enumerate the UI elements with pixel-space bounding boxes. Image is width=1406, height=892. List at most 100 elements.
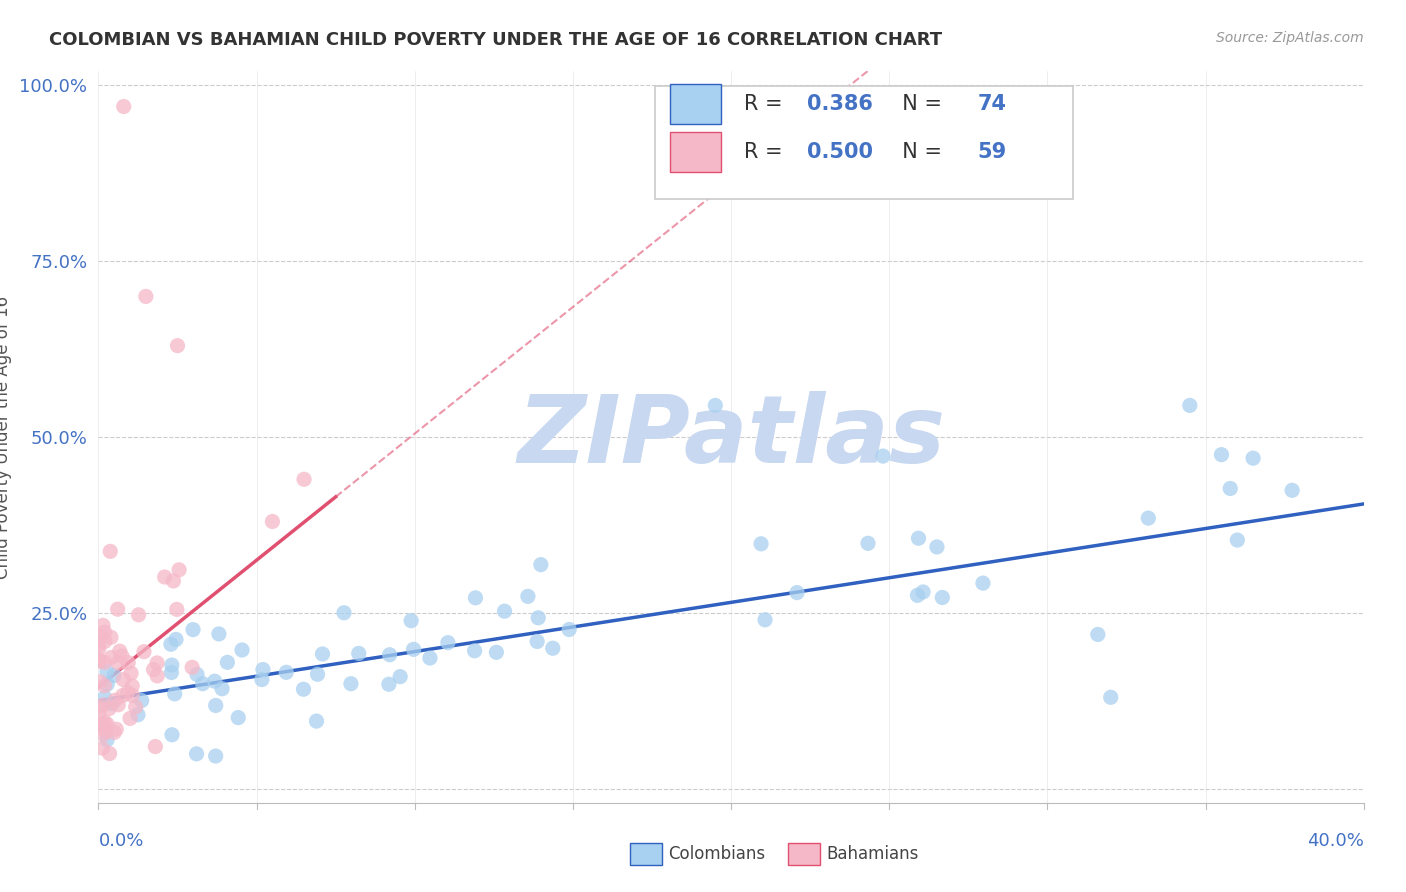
Point [124,699,146,714]
Point [191,676,214,690]
Point [1178,399,1201,413]
Text: R =: R = [744,142,789,162]
Point [292,472,315,486]
Point [217,656,239,670]
Point [93,679,115,693]
Point [98,702,121,716]
Point [87,655,110,669]
Point [120,666,142,681]
Point [111,648,134,663]
Point [494,604,516,618]
Point [89,630,111,644]
Point [181,660,204,674]
Point [128,607,150,622]
Point [186,667,208,681]
Point [181,623,204,637]
Point [1241,451,1264,466]
Point [153,570,176,584]
Point [541,641,564,656]
Point [108,644,131,658]
Point [749,537,772,551]
Point [856,536,879,550]
Point [100,630,122,644]
Point [91,618,114,632]
Point [104,693,127,707]
Point [166,602,188,616]
Point [292,682,315,697]
Text: N =: N = [889,142,949,162]
Point [464,644,486,658]
Point [1087,627,1109,641]
Text: Source: ZipAtlas.com: Source: ZipAtlas.com [1216,31,1364,45]
Point [399,614,422,628]
Point [96,665,118,679]
Point [107,656,129,670]
Point [437,635,460,649]
Point [132,645,155,659]
Bar [630,843,661,865]
Point [93,720,115,734]
Point [307,667,329,681]
Point [907,531,929,545]
Point [93,714,115,729]
Point [931,591,953,605]
Bar [671,132,721,172]
Point [107,698,129,712]
Point [526,634,548,648]
Point [142,663,165,677]
Text: 0.0%: 0.0% [98,832,143,850]
Point [135,289,157,303]
Point [907,588,929,602]
Text: Colombians: Colombians [668,845,765,863]
Point [89,674,111,689]
Point [558,623,581,637]
Text: COLOMBIAN VS BAHAMIAN CHILD POVERTY UNDER THE AGE OF 16 CORRELATION CHART: COLOMBIAN VS BAHAMIAN CHILD POVERTY UNDE… [49,31,942,49]
Point [145,739,166,754]
Point [98,544,121,558]
Point [347,647,370,661]
Point [121,679,143,693]
Point [972,576,994,591]
Point [146,669,169,683]
Text: 40.0%: 40.0% [1308,832,1364,850]
Bar [789,843,820,865]
Bar [671,84,721,124]
Point [117,656,139,670]
Point [112,673,135,687]
Point [94,634,117,648]
Point [111,689,134,703]
Point [530,558,553,572]
Point [146,656,169,670]
Point [204,674,226,689]
Point [94,724,117,739]
Point [93,698,115,712]
Point [250,673,273,687]
Point [107,602,129,616]
Point [872,449,894,463]
Point [925,540,948,554]
Point [252,663,274,677]
Point [1219,482,1241,496]
Point [1226,533,1249,547]
Point [112,99,135,113]
Point [389,670,412,684]
Point [378,648,401,662]
Point [120,711,141,725]
Point [786,585,808,599]
Point [276,665,298,680]
Point [333,606,356,620]
Point [160,658,183,673]
Point [754,613,776,627]
Y-axis label: Child Poverty Under the Age of 16: Child Poverty Under the Age of 16 [0,295,11,579]
Point [378,677,401,691]
Point [1137,511,1160,525]
Point [163,687,186,701]
Point [340,676,363,690]
Point [208,627,231,641]
Point [165,632,187,647]
Point [1211,448,1233,462]
Point [98,747,121,761]
Text: 59: 59 [979,142,1007,162]
Point [1099,690,1122,705]
Point [96,732,118,747]
